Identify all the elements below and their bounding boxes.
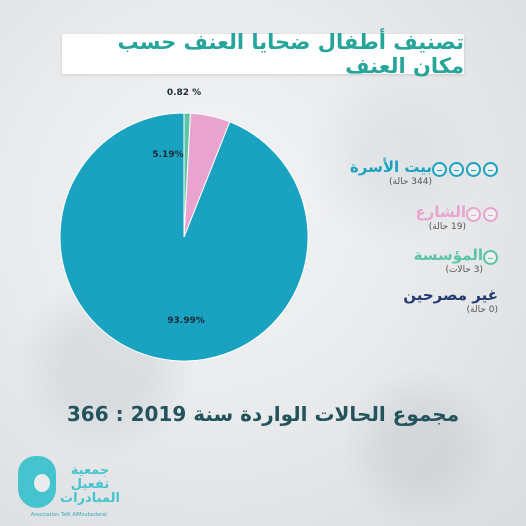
legend-text: بيت الأسرة (344 حالة) (350, 158, 432, 188)
logo-mark-icon (18, 456, 56, 508)
child-face-icon (466, 162, 481, 177)
logo-name-line: جمعية (70, 463, 110, 478)
child-face-icon (449, 162, 464, 177)
legend-count: (0 حالة) (466, 305, 499, 315)
child-face-icon (466, 207, 481, 222)
legend-text: المؤسسة (3 حالات) (414, 246, 483, 276)
logo-latin-name: Association Tafil AlMoubadarat (30, 512, 108, 518)
child-face-icon (483, 250, 498, 265)
legend-label: بيت الأسرة (349, 158, 432, 176)
child-face-icon (483, 207, 498, 222)
child-face-icon (483, 162, 498, 177)
slice-label: 0.82 % (167, 88, 201, 98)
pie-slice (183, 112, 191, 238)
total-cases: مجموع الحالات الواردة سنة 2019 : 366 (66, 402, 460, 426)
child-icons (483, 250, 498, 265)
legend-text: غير مصرحين (0 حالة) (403, 286, 498, 316)
logo-name: جمعية تفعيل المبادرات (60, 464, 120, 506)
slice-label: 5.19% (152, 150, 183, 160)
legend-label: الشارع (415, 203, 466, 221)
legend-text: الشارع (19 حالة) (415, 203, 466, 233)
logo-name-line: المبادرات (60, 491, 120, 506)
legend-item: غير مصرحين (0 حالة) (336, 286, 506, 316)
legend-count: (344 حالة) (389, 177, 432, 187)
legend-count: (3 حالات) (445, 265, 483, 275)
organization-logo: جمعية تفعيل المبادرات Association Tafil … (10, 448, 120, 524)
child-icons (466, 207, 498, 222)
child-face-icon (432, 162, 447, 177)
legend-label: غير مصرحين (403, 286, 498, 304)
chart-title: تصنيف أطفال ضحايا العنف حسب مكان العنف (117, 30, 464, 78)
title-box: تصنيف أطفال ضحايا العنف حسب مكان العنف (62, 30, 464, 78)
child-icons (432, 162, 498, 177)
legend-count: (19 حالة) (428, 222, 466, 232)
legend-item: المؤسسة (3 حالات) (336, 246, 506, 276)
legend-label: المؤسسة (413, 246, 483, 264)
legend-item: بيت الأسرة (344 حالة) (336, 158, 506, 188)
legend-item: الشارع (19 حالة) (336, 203, 506, 233)
logo-name-line: تفعيل (70, 477, 110, 492)
slice-label: 93.99% (167, 316, 205, 326)
